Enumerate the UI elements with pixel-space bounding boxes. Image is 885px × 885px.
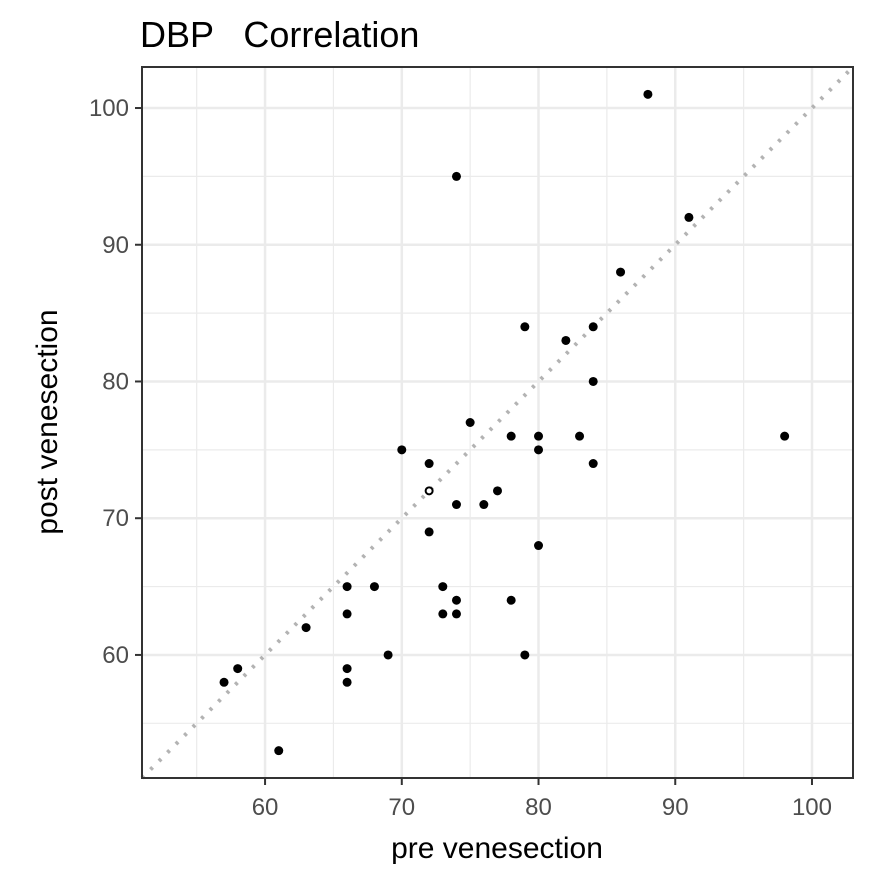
data-point (424, 459, 434, 469)
chart-title: DBP Correlation (140, 14, 419, 55)
data-point (520, 650, 530, 660)
x-tick-label: 100 (792, 794, 832, 821)
data-point (780, 431, 790, 441)
y-axis-title: post venesection (31, 309, 64, 534)
data-point (534, 445, 544, 455)
data-point (506, 595, 516, 605)
data-point (616, 267, 626, 277)
data-point (561, 335, 571, 345)
data-point (438, 582, 448, 592)
data-points (219, 89, 790, 756)
data-point (438, 609, 448, 619)
major-gridlines (142, 67, 853, 778)
data-point (219, 677, 229, 687)
data-point (424, 486, 434, 496)
data-point (465, 418, 475, 427)
data-point (534, 541, 544, 551)
data-point (342, 609, 352, 619)
minor-gridlines (142, 67, 853, 778)
data-point (369, 582, 379, 592)
data-point (233, 664, 243, 674)
data-point (342, 664, 352, 674)
data-point (588, 376, 598, 386)
data-point (451, 500, 461, 510)
data-point (451, 609, 461, 619)
data-point (643, 89, 653, 99)
data-point (451, 595, 461, 605)
plot-background (142, 67, 853, 778)
data-point (479, 500, 489, 510)
data-point (451, 171, 461, 181)
x-tick-label: 80 (525, 794, 552, 821)
y-tick-label: 80 (102, 368, 129, 395)
x-tick-label: 70 (388, 794, 415, 821)
y-axis-ticks: 60 70 80 90 100 (89, 95, 142, 669)
data-point (575, 431, 585, 441)
y-tick-label: 90 (102, 232, 129, 259)
y-tick-label: 100 (89, 95, 129, 122)
data-point (506, 431, 516, 441)
data-point (383, 650, 393, 660)
data-point (397, 445, 407, 455)
plot-border (141, 66, 854, 779)
data-point (588, 459, 598, 469)
data-point (301, 623, 311, 633)
x-axis-ticks: 60 70 80 90 100 (252, 778, 832, 821)
data-point (342, 582, 352, 592)
data-point (520, 322, 530, 332)
x-axis-title: pre venesection (391, 832, 603, 865)
data-point (588, 322, 598, 332)
data-point (534, 431, 544, 441)
data-point (493, 486, 502, 496)
x-tick-label: 60 (252, 794, 279, 821)
data-point (274, 746, 284, 756)
data-point (342, 677, 352, 687)
y-tick-label: 70 (102, 505, 129, 532)
y-tick-label: 60 (102, 642, 129, 669)
x-tick-label: 90 (662, 794, 689, 821)
data-point (424, 527, 434, 537)
data-point (684, 212, 694, 222)
